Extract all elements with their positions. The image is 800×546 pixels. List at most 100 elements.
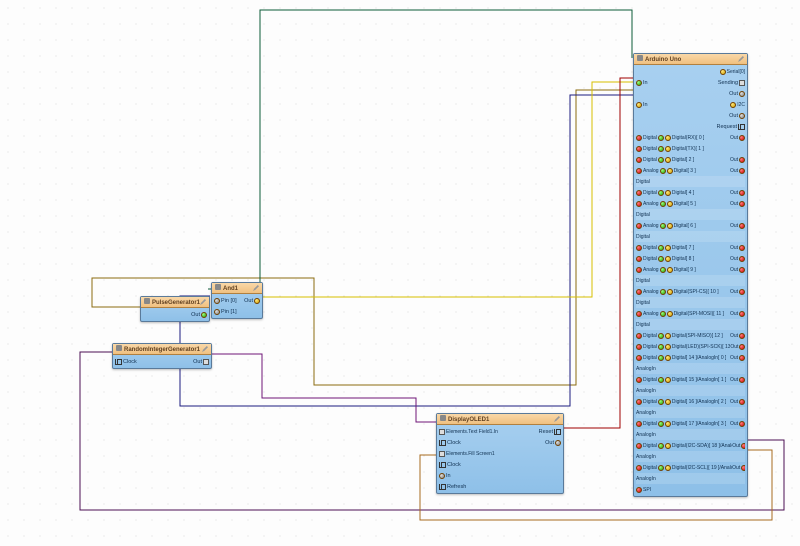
input-pin[interactable]	[636, 289, 642, 295]
port-label: Digital[ 6 ]	[674, 223, 696, 229]
input-pin[interactable]	[636, 190, 642, 196]
node-display-oled[interactable]: DisplayOLED1 Elements.Text Field1.InRese…	[436, 413, 564, 494]
port-label: Digital(LED)(SPI-SCK)[ 13 ]	[672, 344, 730, 350]
pin	[658, 443, 664, 449]
port-label: Digital	[643, 344, 657, 350]
input-pin[interactable]	[439, 451, 445, 457]
node-and1[interactable]: And1 Pin [0]Out Pin [1]	[211, 282, 263, 319]
input-pin[interactable]	[636, 157, 642, 163]
port-label: Digital	[643, 157, 657, 163]
input-pin[interactable]	[214, 298, 220, 304]
output-pin[interactable]	[739, 289, 745, 295]
output-pin[interactable]	[739, 113, 745, 119]
input-pin[interactable]	[636, 102, 642, 108]
port-label: Out	[729, 113, 738, 119]
output-pin[interactable]	[739, 91, 745, 97]
port-label: Digital[ 4 ]	[672, 190, 694, 196]
output-pin[interactable]	[555, 440, 561, 446]
port-label: Analog	[643, 201, 659, 207]
port-label: Digital	[643, 399, 657, 405]
port-label: Out	[730, 333, 738, 339]
input-pin[interactable]	[636, 465, 642, 471]
port-label: Out	[545, 440, 554, 446]
port-label: Digital[ 16 ]/AnalogIn[ 2 ]	[672, 399, 726, 405]
input-pin[interactable]	[636, 80, 642, 86]
pin	[658, 465, 664, 471]
input-pin[interactable]	[636, 267, 642, 273]
port-label: Digital[ 14 ]/AnalogIn[ 0 ]	[672, 355, 726, 361]
pin	[665, 465, 671, 471]
port-label: Digital	[643, 377, 657, 383]
input-pin[interactable]	[636, 146, 642, 152]
node-icon	[215, 284, 221, 290]
pin[interactable]	[720, 69, 726, 75]
input-pin[interactable]	[636, 333, 642, 339]
node-pulsegenerator[interactable]: PulseGenerator1 Out	[140, 296, 210, 322]
node-random-integer-generator[interactable]: RandomIntegerGenerator1 ClockOut	[112, 343, 212, 369]
node-arduino-uno[interactable]: Arduino Uno Serial[0] InSending Out InI2…	[633, 53, 748, 497]
output-pin[interactable]	[739, 355, 745, 361]
output-pin[interactable]	[739, 267, 745, 273]
input-pin[interactable]	[636, 245, 642, 251]
input-pin[interactable]	[636, 443, 642, 449]
pin[interactable]	[739, 80, 745, 86]
input-pin[interactable]	[636, 399, 642, 405]
pin	[658, 377, 664, 383]
output-pin[interactable]	[739, 245, 745, 251]
port-label: Out	[730, 245, 738, 251]
output-pin[interactable]	[741, 443, 745, 449]
port-label: AnalogIn	[636, 432, 656, 438]
port-label: Analog	[643, 168, 659, 174]
output-pin[interactable]	[739, 157, 745, 163]
input-pin[interactable]	[636, 201, 642, 207]
input-pin[interactable]	[636, 355, 642, 361]
pin	[665, 333, 671, 339]
output-pin[interactable]	[739, 168, 745, 174]
port-label: Digital	[636, 278, 650, 284]
input-pin[interactable]	[636, 421, 642, 427]
port-label: Refresh	[447, 484, 466, 490]
edit-icon[interactable]	[200, 299, 206, 305]
input-pin[interactable]	[636, 256, 642, 262]
edit-icon[interactable]	[554, 416, 560, 422]
edit-icon[interactable]	[253, 285, 259, 291]
input-pin[interactable]	[439, 473, 445, 479]
output-pin[interactable]	[739, 190, 745, 196]
input-pin[interactable]	[636, 344, 642, 350]
input-pin[interactable]	[636, 168, 642, 174]
port-label: Digital[ 17 ]/AnalogIn[ 3 ]	[672, 421, 726, 427]
node-title: RandomIntegerGenerator1	[124, 347, 200, 353]
output-pin[interactable]	[739, 223, 745, 229]
output-pin[interactable]	[739, 201, 745, 207]
input-pin[interactable]	[636, 311, 642, 317]
output-pin[interactable]	[739, 399, 745, 405]
output-pin[interactable]	[739, 256, 745, 262]
pin	[658, 421, 664, 427]
output-pin[interactable]	[739, 333, 745, 339]
input-pin[interactable]	[636, 377, 642, 383]
input-pin[interactable]	[214, 309, 220, 315]
edit-icon[interactable]	[738, 56, 744, 62]
port-label: Digital	[643, 146, 657, 152]
port-label: Digital	[643, 465, 657, 471]
pin[interactable]	[730, 102, 736, 108]
output-pin[interactable]	[739, 135, 745, 141]
port-label: Digital	[643, 355, 657, 361]
port-label: In	[446, 473, 451, 479]
output-pin[interactable]	[203, 359, 209, 365]
input-pin[interactable]	[439, 429, 445, 435]
output-pin[interactable]	[739, 377, 745, 383]
input-pin[interactable]	[636, 223, 642, 229]
pin	[665, 245, 671, 251]
output-pin[interactable]	[739, 344, 745, 350]
edit-icon[interactable]	[202, 346, 208, 352]
input-pin[interactable]	[636, 135, 642, 141]
output-pin[interactable]	[254, 298, 260, 304]
port-label: Out	[730, 190, 738, 196]
output-pin[interactable]	[201, 312, 207, 318]
port-label: SPI	[643, 487, 651, 493]
input-pin[interactable]	[636, 487, 642, 493]
output-pin[interactable]	[739, 311, 745, 317]
output-pin[interactable]	[739, 421, 745, 427]
output-pin[interactable]	[741, 465, 745, 471]
